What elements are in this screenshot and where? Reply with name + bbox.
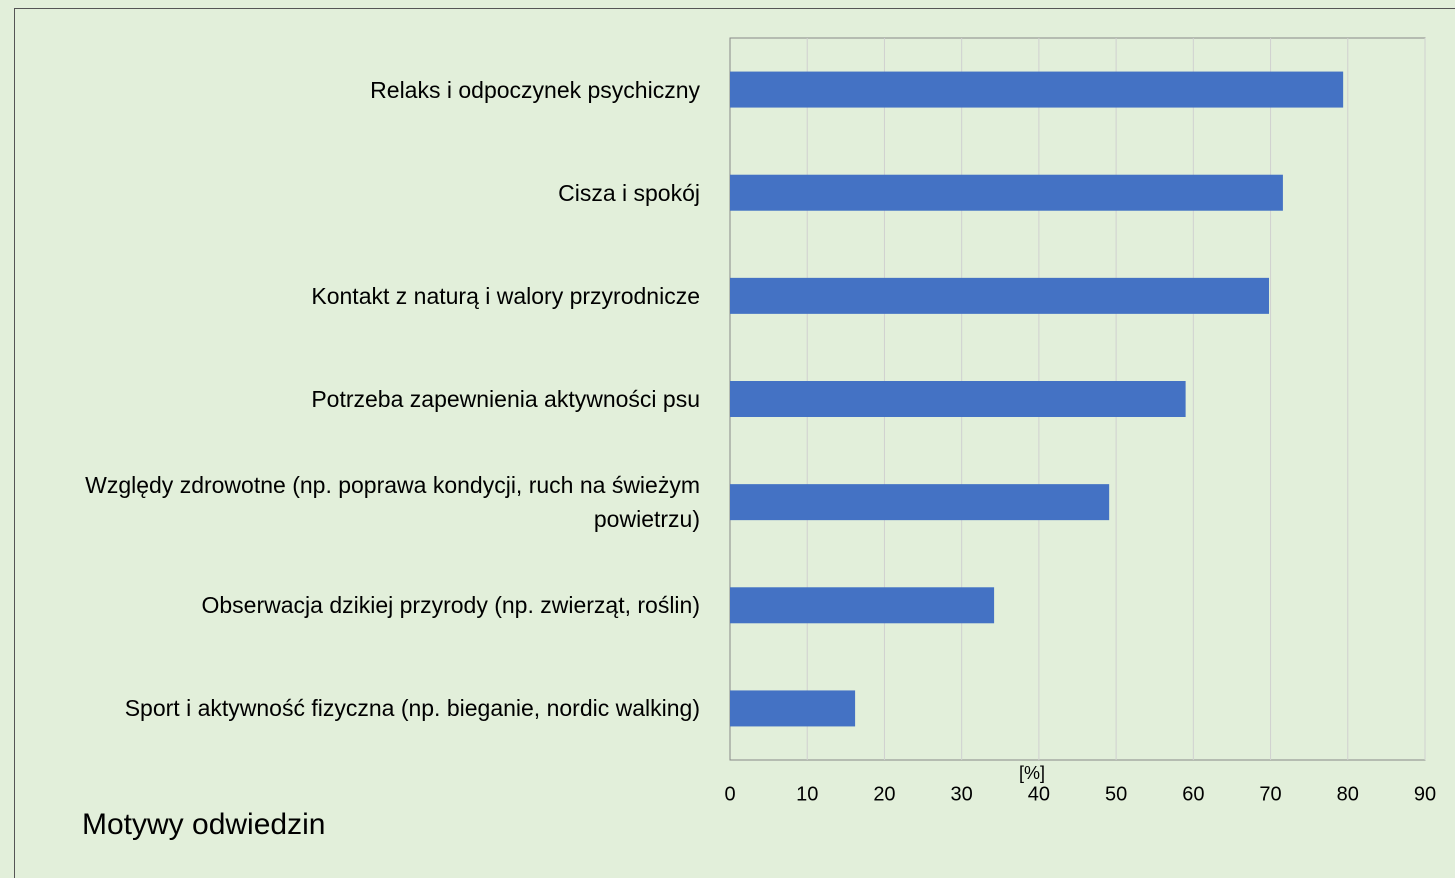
y-tick-label: Sport i aktywność fizyczna (np. bieganie… xyxy=(124,695,700,722)
y-tick-label: Kontakt z naturą i walory przyrodnicze xyxy=(311,282,700,309)
chart-frame xyxy=(14,8,1455,878)
x-tick-label: 40 xyxy=(1028,783,1050,805)
y-tick-label: Potrzeba zapewnienia aktywności psu xyxy=(311,386,700,412)
bar xyxy=(730,71,1344,108)
chart-title: Motywy odwiedzin xyxy=(82,808,326,841)
bar xyxy=(730,381,1186,417)
y-tick-label: Cisza i spokój xyxy=(558,179,700,206)
x-tick-label: 70 xyxy=(1259,783,1281,805)
bar xyxy=(730,277,1270,314)
y-tick-label: Relaks i odpoczynek psychiczny xyxy=(370,76,700,103)
y-tick-label: Obserwacja dzikiej przyrody (np. zwierzą… xyxy=(201,592,701,619)
x-tick-label: 50 xyxy=(1105,783,1127,805)
bar xyxy=(730,690,856,727)
x-tick-label: 60 xyxy=(1182,783,1204,805)
bar xyxy=(730,587,995,624)
x-tick-label: 0 xyxy=(724,783,735,805)
x-tick-label: 80 xyxy=(1337,783,1359,805)
bar xyxy=(730,484,1110,521)
x-tick-label: 10 xyxy=(796,783,818,805)
x-tick-label: 30 xyxy=(951,783,973,805)
y-tick-label: Względy zdrowotne (np. poprawa kondycji,… xyxy=(85,472,700,533)
x-tick-label: 20 xyxy=(873,783,895,805)
x-axis-label: [%] xyxy=(1019,763,1045,783)
bar xyxy=(730,174,1283,211)
x-tick-label: 90 xyxy=(1414,783,1436,805)
